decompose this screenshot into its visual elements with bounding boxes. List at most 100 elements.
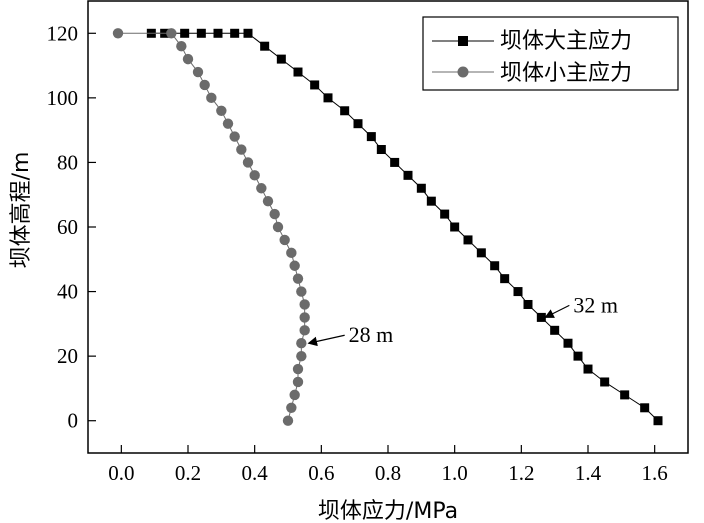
data-point — [196, 28, 206, 38]
data-point — [536, 312, 546, 322]
data-point — [242, 157, 254, 168]
data-point — [523, 299, 533, 309]
data-point — [323, 93, 333, 103]
data-point — [583, 364, 593, 374]
data-point — [243, 28, 253, 38]
x-tick-label: 0.8 — [375, 461, 401, 485]
data-point — [262, 195, 274, 207]
data-point — [292, 376, 304, 388]
series-layer — [112, 28, 663, 426]
y-tick-label: 60 — [57, 215, 78, 239]
data-point — [206, 92, 217, 104]
annotation-label: 32 m — [573, 292, 618, 317]
data-point — [299, 325, 310, 336]
y-tick-label: 100 — [47, 86, 79, 110]
data-point — [296, 338, 307, 349]
data-point — [416, 183, 426, 193]
data-point — [463, 235, 473, 245]
data-point — [500, 274, 510, 284]
annotation-arrow — [544, 304, 570, 318]
data-point — [276, 54, 286, 64]
data-point — [176, 41, 187, 52]
data-point — [249, 170, 260, 181]
y-tick-label: 80 — [57, 150, 78, 174]
annotation-layer: 32 m 28 m — [307, 292, 618, 347]
y-tick-label: 40 — [57, 280, 78, 304]
data-point — [293, 67, 303, 77]
data-point — [289, 389, 300, 401]
data-point — [513, 287, 523, 297]
data-point — [286, 402, 297, 413]
x-axis: 0.0 0.2 0.4 0.6 0.8 1.0 1.2 1.4 1.6 — [108, 445, 668, 485]
legend-marker-minor — [457, 66, 469, 78]
data-point — [182, 53, 194, 65]
data-point — [353, 119, 363, 129]
data-point — [269, 208, 280, 220]
data-point — [272, 221, 284, 233]
data-point — [236, 144, 247, 155]
data-point — [299, 312, 310, 323]
data-point — [340, 106, 350, 116]
data-point — [403, 170, 413, 180]
data-point — [180, 28, 190, 38]
x-tick-label: 1.4 — [575, 461, 602, 485]
data-point — [192, 66, 204, 78]
data-point — [366, 132, 376, 142]
data-point — [376, 145, 386, 155]
y-tick-label: 120 — [47, 21, 79, 45]
data-point — [426, 196, 436, 206]
data-point — [286, 247, 297, 259]
data-point — [600, 377, 610, 387]
data-point — [216, 105, 227, 116]
legend: 坝体大主应力 坝体小主应力 — [422, 16, 679, 91]
legend-label-major: 坝体大主应力 — [500, 29, 632, 54]
x-tick-label: 1.6 — [642, 461, 668, 485]
legend-marker-major — [458, 36, 468, 46]
data-point — [289, 260, 300, 271]
y-axis: 0 20 40 60 80 100 120 — [47, 21, 96, 433]
data-point — [550, 325, 560, 335]
data-point — [640, 403, 650, 413]
data-point — [260, 41, 270, 51]
data-point — [296, 286, 307, 297]
data-point — [256, 183, 267, 194]
data-point — [653, 416, 663, 426]
data-point — [166, 28, 177, 39]
data-point — [573, 351, 583, 361]
legend-label-minor: 坝体小主应力 — [500, 61, 632, 86]
annotation-arrow — [307, 334, 345, 347]
data-point — [450, 222, 460, 232]
x-tick-label: 0.4 — [242, 461, 269, 485]
data-point — [229, 131, 240, 142]
y-axis-title: 坝体高程/m — [9, 152, 34, 269]
x-tick-label: 0.2 — [175, 461, 201, 485]
data-point — [282, 415, 294, 426]
y-tick-label: 20 — [57, 344, 78, 368]
data-point — [292, 273, 304, 284]
legend-box — [422, 16, 679, 91]
data-point — [476, 248, 486, 258]
data-point — [563, 338, 573, 348]
data-point — [222, 118, 234, 129]
annotation-label: 28 m — [349, 322, 394, 347]
data-point — [390, 157, 400, 167]
x-tick-label: 1.2 — [508, 461, 534, 485]
x-tick-label: 1.0 — [442, 461, 468, 485]
data-point — [279, 234, 290, 246]
data-point — [296, 350, 307, 362]
data-point — [112, 28, 124, 39]
x-tick-label: 0.6 — [308, 461, 334, 485]
data-point — [310, 80, 320, 90]
data-point — [440, 209, 450, 219]
data-point — [292, 363, 304, 375]
data-point — [490, 261, 500, 271]
y-tick-label: 0 — [68, 409, 79, 433]
series-line — [151, 32, 659, 422]
x-axis-title: 坝体应力/MPa — [318, 499, 458, 523]
data-point — [213, 28, 223, 38]
x-tick-label: 0.0 — [108, 461, 134, 485]
data-point — [199, 79, 210, 91]
data-point — [230, 28, 240, 38]
data-point — [620, 390, 630, 400]
